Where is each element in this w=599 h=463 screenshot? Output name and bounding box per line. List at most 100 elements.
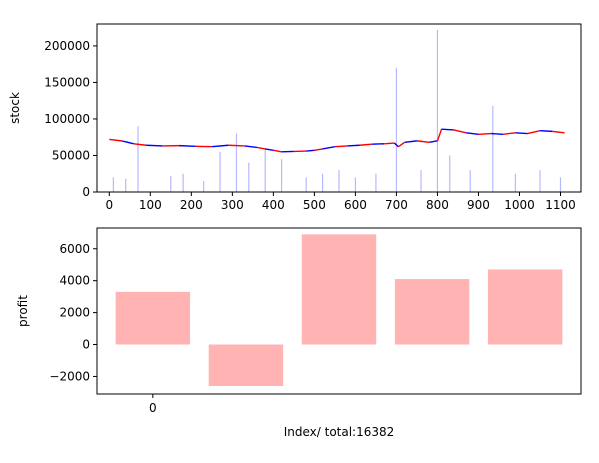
profit-y-ticks: −2000 0 2000 4000 6000 bbox=[49, 242, 97, 383]
price-segment bbox=[359, 143, 372, 146]
price-segment bbox=[490, 132, 504, 135]
price-segment bbox=[453, 129, 467, 134]
stock-x-ticks: 0 100 200 300 400 500 600 700 800 900 1000 1100 bbox=[105, 192, 576, 212]
stock-panel: 0 100 200 300 400 500 600 700 800 900 1000 1100 0 50… bbox=[8, 23, 582, 212]
profit-y-tick-label: 6000 bbox=[59, 242, 90, 256]
volume-bar bbox=[125, 178, 127, 192]
volume-bar bbox=[264, 148, 266, 192]
price-segment bbox=[393, 142, 399, 148]
stock-y-ticks: 0 50000 100000 150000 200000 bbox=[44, 39, 97, 199]
volume-bar bbox=[280, 159, 283, 192]
price-segment bbox=[334, 145, 348, 148]
volume-bar bbox=[436, 29, 439, 193]
price-segment bbox=[306, 149, 315, 152]
stock-x-tick-label: 1100 bbox=[545, 198, 576, 212]
profit-y-tick-label: 2000 bbox=[59, 306, 90, 320]
stock-x-tick-label: 200 bbox=[180, 198, 203, 212]
stock-y-tick-label: 0 bbox=[82, 185, 90, 199]
volume-bar bbox=[219, 151, 221, 192]
price-segment bbox=[121, 140, 135, 145]
price-segment bbox=[109, 138, 122, 142]
price-segment bbox=[146, 144, 163, 147]
stock-x-tick-label: 300 bbox=[221, 198, 244, 212]
stock-x-tick-label: 400 bbox=[262, 198, 285, 212]
price-segment bbox=[314, 148, 323, 152]
volume-bar bbox=[395, 67, 398, 192]
profit-x-tick-label: 0 bbox=[149, 401, 157, 415]
stock-y-tick-label: 50000 bbox=[52, 148, 90, 162]
price-segment bbox=[552, 130, 565, 134]
stock-y-tick-label: 100000 bbox=[44, 112, 90, 126]
price-line bbox=[109, 128, 565, 153]
price-segment bbox=[502, 132, 516, 135]
price-segment bbox=[133, 143, 147, 146]
price-segment bbox=[466, 132, 479, 135]
volume-bar bbox=[492, 105, 494, 192]
price-segment bbox=[416, 140, 430, 144]
profit-panel: 0 −2000 0 2000 4000 6000 profit Index/ total… bbox=[16, 227, 582, 439]
profit-bars bbox=[115, 234, 563, 387]
profit-bar bbox=[301, 234, 377, 345]
stock-x-tick-label: 900 bbox=[467, 198, 490, 212]
price-segment bbox=[527, 129, 541, 135]
volume-bar bbox=[338, 170, 340, 192]
price-segment bbox=[228, 144, 245, 147]
price-segment bbox=[211, 144, 229, 148]
price-segment bbox=[398, 141, 406, 148]
price-segment bbox=[436, 128, 443, 142]
price-segment bbox=[244, 145, 258, 149]
volume-bar bbox=[559, 177, 562, 192]
stock-x-tick-label: 100 bbox=[139, 198, 162, 212]
stock-x-tick-label: 0 bbox=[105, 198, 113, 212]
price-segment bbox=[539, 129, 553, 133]
stock-x-tick-label: 1000 bbox=[504, 198, 535, 212]
price-segment bbox=[515, 132, 528, 135]
price-segment bbox=[429, 140, 438, 144]
profit-bar bbox=[208, 344, 284, 387]
stock-x-tick-label: 600 bbox=[344, 198, 367, 212]
volume-bar bbox=[375, 173, 377, 192]
volume-bar bbox=[420, 170, 422, 192]
price-segment bbox=[265, 148, 274, 152]
profit-y-axis-label: profit bbox=[16, 295, 30, 327]
price-segment bbox=[441, 128, 454, 131]
stock-axes-frame bbox=[96, 23, 582, 193]
stock-x-tick-label: 800 bbox=[426, 198, 449, 212]
volume-bar bbox=[539, 170, 541, 192]
profit-bar bbox=[115, 291, 191, 345]
volume-bar bbox=[449, 155, 451, 192]
volume-bar bbox=[321, 173, 324, 192]
price-segment bbox=[404, 140, 418, 144]
volume-bar bbox=[469, 170, 471, 192]
stock-y-tick-label: 150000 bbox=[44, 75, 90, 89]
profit-bar bbox=[487, 269, 563, 345]
price-segment bbox=[347, 144, 360, 147]
volume-bar bbox=[235, 133, 238, 192]
stock-x-tick-label: 700 bbox=[385, 198, 408, 212]
price-segment bbox=[384, 142, 395, 145]
price-segment bbox=[179, 144, 196, 148]
volume-bar bbox=[182, 173, 184, 192]
volume-bar bbox=[112, 177, 115, 192]
volume-bar bbox=[137, 126, 139, 192]
profit-axes-frame bbox=[96, 227, 582, 395]
stock-y-tick-label: 200000 bbox=[44, 39, 90, 53]
profit-y-tick-label: 0 bbox=[82, 338, 90, 352]
profit-y-tick-label: −2000 bbox=[49, 369, 90, 383]
profit-x-axis-label: Index/ total:16382 bbox=[284, 425, 395, 439]
volume-bar bbox=[354, 177, 357, 192]
volume-bar bbox=[305, 177, 307, 192]
stock-plot-area bbox=[97, 24, 581, 192]
volume-bars bbox=[112, 29, 562, 193]
volume-bar bbox=[248, 162, 250, 192]
volume-bar bbox=[170, 175, 172, 192]
price-segment bbox=[478, 132, 491, 135]
price-segment bbox=[256, 146, 266, 150]
volume-bar bbox=[514, 173, 516, 192]
profit-y-tick-label: 4000 bbox=[59, 274, 90, 288]
stock-y-axis-label: stock bbox=[8, 92, 22, 124]
profit-x-ticks: 0 bbox=[149, 394, 157, 415]
price-segment bbox=[273, 149, 282, 153]
stock-x-tick-label: 500 bbox=[303, 198, 326, 212]
